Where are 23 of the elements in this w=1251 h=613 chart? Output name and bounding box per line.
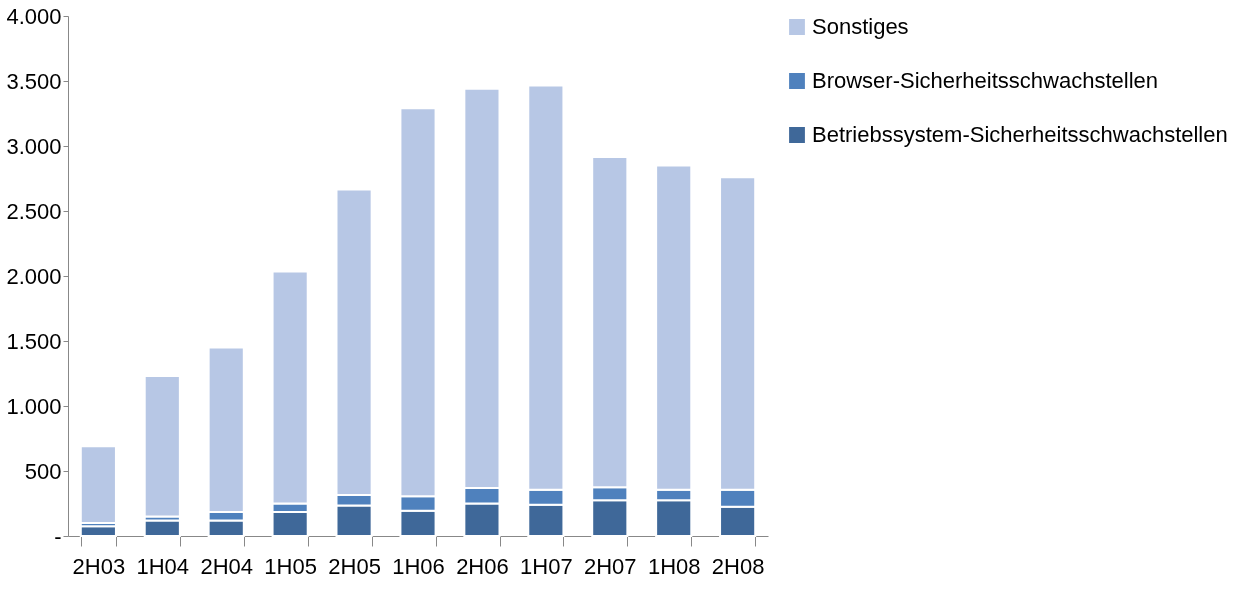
y-tick-label: 500 bbox=[24, 458, 62, 484]
x-tick-label: 1H07 bbox=[520, 553, 573, 579]
y-tick-label: - bbox=[54, 523, 62, 549]
x-tick-label: 2H03 bbox=[72, 553, 126, 579]
x-tick-label: 1H04 bbox=[136, 553, 190, 579]
x-tick-label: 1H05 bbox=[264, 553, 317, 579]
y-tick-label: 1.000 bbox=[6, 393, 62, 419]
y-tick-label: 2.500 bbox=[6, 198, 62, 224]
x-tick-label: 2H06 bbox=[456, 553, 509, 579]
x-tick-label: 1H06 bbox=[392, 553, 445, 579]
x-tick-label: 2H07 bbox=[583, 553, 637, 579]
y-tick-label: 2.000 bbox=[6, 263, 62, 289]
legend-label: Sonstiges bbox=[812, 14, 909, 39]
y-tick-label: 4.000 bbox=[6, 3, 62, 29]
legend-label: Betriebssystem-Sicherheitsschwachstellen bbox=[812, 122, 1228, 147]
x-tick-label: 2H08 bbox=[711, 553, 765, 579]
x-tick-label: 2H04 bbox=[200, 553, 254, 579]
x-tick-label: 1H08 bbox=[647, 553, 701, 579]
y-tick-label: 1.500 bbox=[6, 328, 62, 354]
y-tick-label: 3.000 bbox=[6, 133, 62, 159]
x-tick-label: 2H05 bbox=[328, 553, 381, 579]
y-tick-label: 3.500 bbox=[6, 68, 62, 94]
legend-label: Browser-Sicherheitsschwachstellen bbox=[812, 68, 1159, 93]
